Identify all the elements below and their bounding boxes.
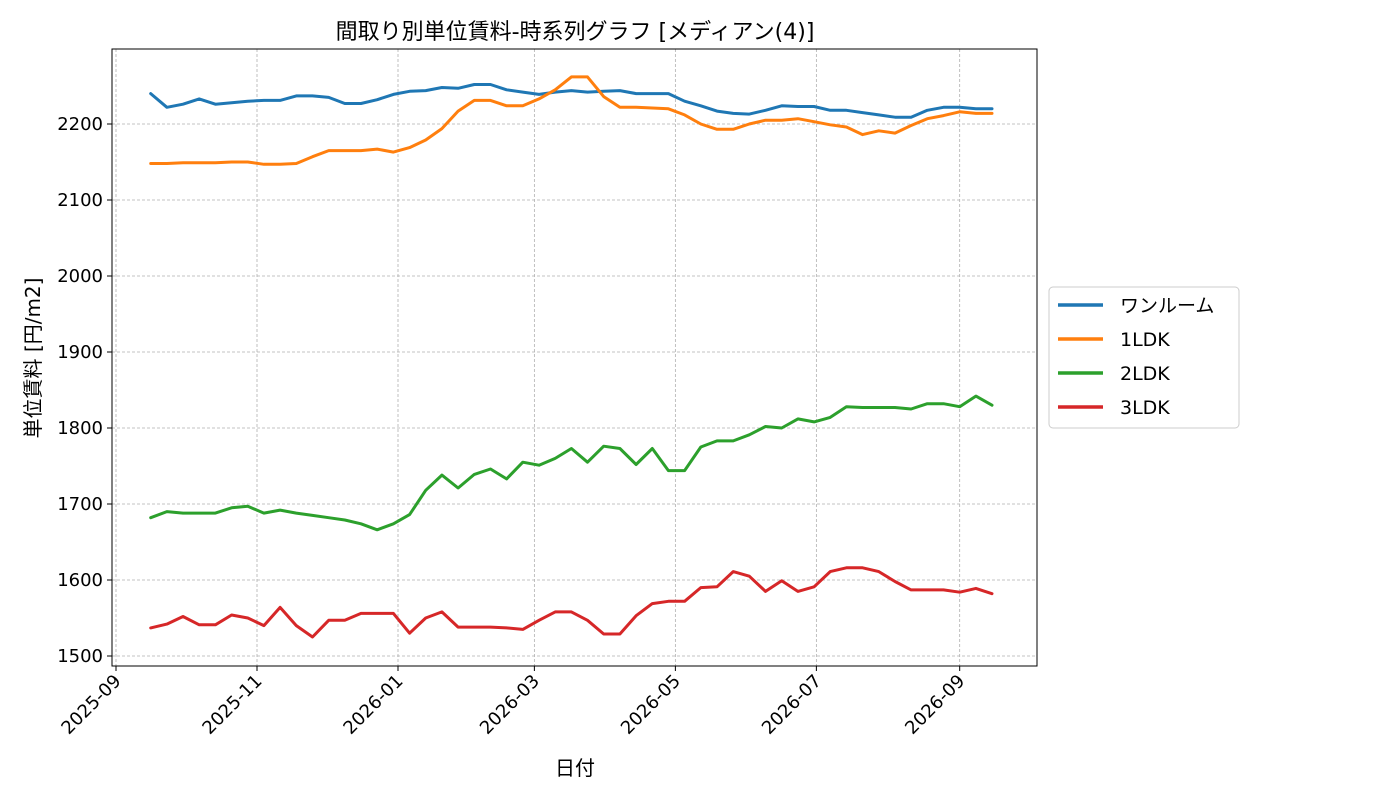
plot-frame <box>111 48 1038 667</box>
grid-lines <box>112 49 1037 666</box>
y-tick-label: 1600 <box>57 570 103 591</box>
y-tick-label: 1700 <box>57 494 103 515</box>
y-axis-label: 単位賃料 [円/m2] <box>21 278 45 439</box>
series-line <box>149 83 994 119</box>
y-tick-label: 1800 <box>57 418 103 439</box>
legend-box <box>1048 286 1240 429</box>
chart-title: 間取り別単位賃料-時系列グラフ [メディアン(4)] <box>336 20 815 45</box>
series-line <box>149 75 994 166</box>
y-tick-label: 2200 <box>57 114 103 135</box>
series-line <box>149 566 994 639</box>
y-axis: 1500 1600 1700 1800 1900 2000 2100 2200 <box>57 114 112 667</box>
y-tick-label: 1900 <box>57 342 103 363</box>
legend: ワンルーム 1LDK 2LDK 3LDK <box>1048 286 1240 429</box>
x-axis-label: 日付 <box>555 756 595 780</box>
series-lines <box>149 75 994 639</box>
y-tick-label: 2100 <box>57 190 103 211</box>
legend-label: 2LDK <box>1120 363 1170 385</box>
y-tick-label: 2000 <box>57 266 103 287</box>
legend-label: ワンルーム <box>1120 295 1214 317</box>
legend-label: 1LDK <box>1120 329 1170 351</box>
series-line <box>149 394 994 532</box>
y-tick-label: 1500 <box>57 646 103 667</box>
legend-label: 3LDK <box>1120 397 1170 419</box>
